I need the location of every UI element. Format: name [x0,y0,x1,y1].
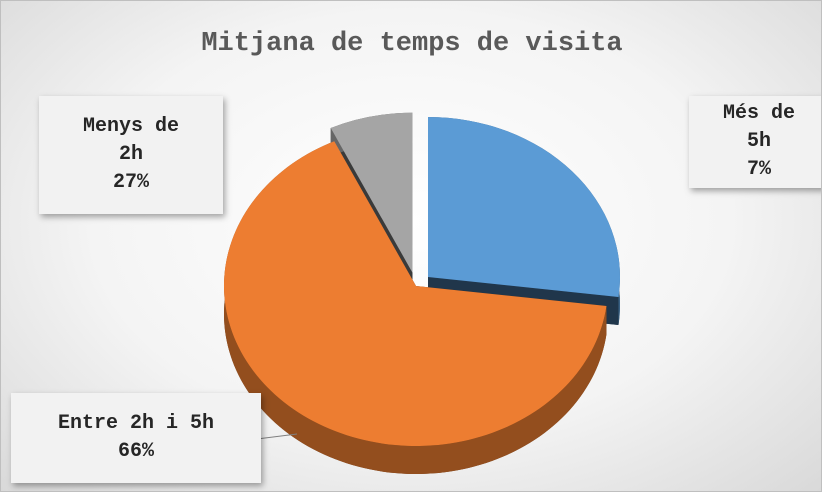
slice [330,112,413,273]
data-label: Menys de 2h 27% [39,96,223,214]
category-label: Més de 5h [722,102,795,153]
slice [224,141,607,447]
value-label: 27% [112,171,149,194]
category-label: Entre 2h i 5h [57,412,215,435]
slice [428,117,621,298]
data-label: Més de 5h 7% [689,96,821,188]
chart-title: Mitjana de temps de visita [201,29,623,59]
value-label: 66% [117,440,154,463]
category-label: Menys de 2h [82,115,179,166]
data-label: Entre 2h i 5h 66% [11,393,261,483]
value-label: 7% [746,158,771,181]
